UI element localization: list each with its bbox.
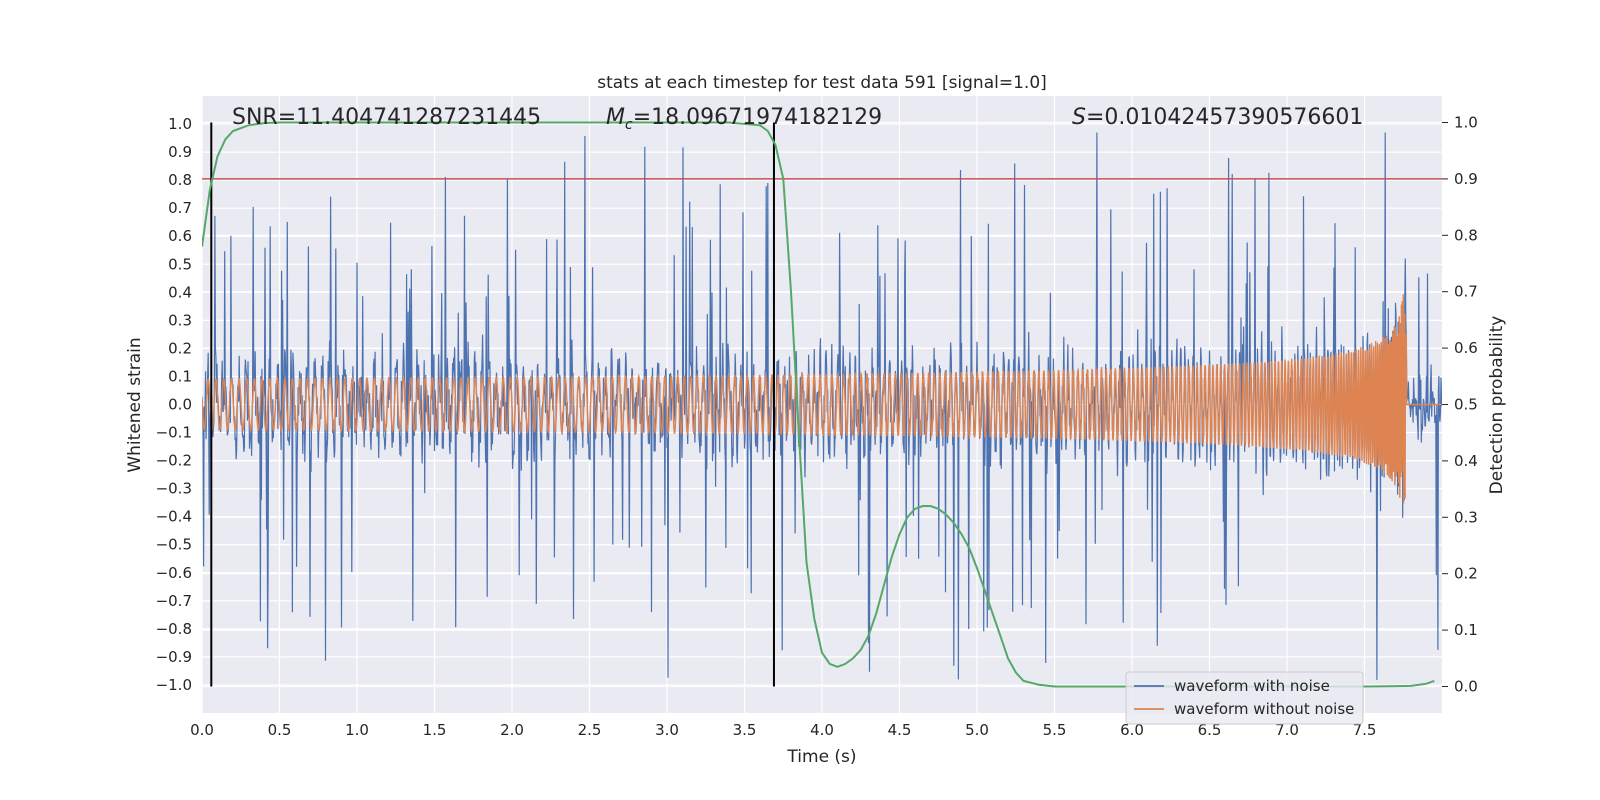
y2-tick-label: 0.3 [1454,508,1478,526]
y-tick-label: −0.7 [156,592,192,610]
annotation-mc: Mc=18.09671974182129 [606,105,882,133]
x-tick-label: 0.0 [190,721,214,739]
annotation-s: S=0.01042457390576601 [1072,105,1363,130]
x-tick-label: 0.5 [268,721,292,739]
x-axis-label: Time (s) [786,747,856,767]
y2-tick-label: 0.1 [1454,621,1478,639]
x-tick-label: 2.5 [578,721,602,739]
x-tick-label: 6.0 [1120,721,1144,739]
y-tick-label: 0.9 [168,143,192,161]
y-tick-label: 0.1 [168,367,192,385]
x-tick-label: 5.0 [965,721,989,739]
y2-tick-label: 0.6 [1454,339,1478,357]
y-tick-label: 0.5 [168,255,192,273]
y-tick-label: −0.1 [156,424,192,442]
y2-tick-label: 0.5 [1454,396,1478,414]
y2-ticks: 1.0 0.9 0.8 0.7 0.6 0.5 0.4 0.3 0.2 0.1 0.0 [1442,114,1478,695]
x-ticks: 0.0 0.5 1.0 1.5 2.0 2.5 3.0 3.5 4.0 4.5 5.0 5.5 6.0 6… [190,721,1376,739]
y2-tick-label: 1.0 [1454,114,1478,132]
annotation-s-value: =0.01042457390576601 [1086,105,1363,130]
x-tick-label: 3.0 [655,721,679,739]
plot-area [202,121,1442,688]
y2-tick-label: 0.2 [1454,565,1478,583]
legend: waveform with noise waveform without noi… [1125,671,1364,725]
x-tick-label: 1.5 [423,721,447,739]
y2-tick-label: 0.7 [1454,283,1478,301]
chart-title: stats at each timestep for test data 591… [597,73,1047,93]
y-tick-label: 0.4 [168,283,192,301]
y-tick-label: 1.0 [168,115,192,133]
legend-label-clean: waveform without noise [1174,700,1354,718]
y-tick-label: −0.5 [156,536,192,554]
y-tick-label: −1.0 [156,676,192,694]
x-tick-label: 4.5 [888,721,912,739]
annotation-snr: SNR=11.404741287231445 [232,105,541,130]
x-tick-label: 1.0 [345,721,369,739]
annotation-mc-value: =18.09671974182129 [633,105,882,130]
x-tick-label: 7.0 [1275,721,1299,739]
series-waveform-without-noise [202,294,1442,504]
y-tick-label: 0.0 [168,396,192,414]
y-axis-label: Whitened strain [125,337,145,472]
y2-tick-label: 0.0 [1454,677,1478,695]
y2-tick-label: 0.8 [1454,226,1478,244]
annotation-mc-subscript: c [625,117,633,133]
y2-tick-label: 0.9 [1454,170,1478,188]
y-ticks: 1.0 0.9 0.8 0.7 0.6 0.5 0.4 0.3 0.2 0.1 0.0 −0.1 −0.… [156,115,192,694]
x-tick-label: 3.5 [733,721,757,739]
x-tick-label: 7.5 [1353,721,1377,739]
y-tick-label: −0.2 [156,452,192,470]
annotation-s-symbol: S [1072,105,1086,130]
series-detection-probability [202,121,1435,688]
y-tick-label: −0.9 [156,648,192,666]
x-tick-label: 4.0 [810,721,834,739]
y-tick-label: 0.2 [168,339,192,357]
y-tick-label: −0.4 [156,508,192,526]
y-tick-label: −0.6 [156,564,192,582]
y-tick-label: 0.7 [168,199,192,217]
x-tick-label: 2.0 [500,721,524,739]
y-tick-label: −0.8 [156,620,192,638]
vertical-markers [210,122,775,687]
y-tick-label: 0.3 [168,311,192,329]
y2-axis-label: Detection probability [1487,316,1507,495]
x-tick-label: 5.5 [1043,721,1067,739]
legend-frame [1125,671,1364,725]
y-tick-label: 0.6 [168,227,192,245]
legend-label-noise: waveform with noise [1174,677,1330,695]
y-tick-label: −0.3 [156,480,192,498]
y-tick-label: 0.8 [168,171,192,189]
annotation-mc-symbol: M [606,105,625,130]
x-tick-label: 6.5 [1198,721,1222,739]
y2-tick-label: 0.4 [1454,452,1478,470]
